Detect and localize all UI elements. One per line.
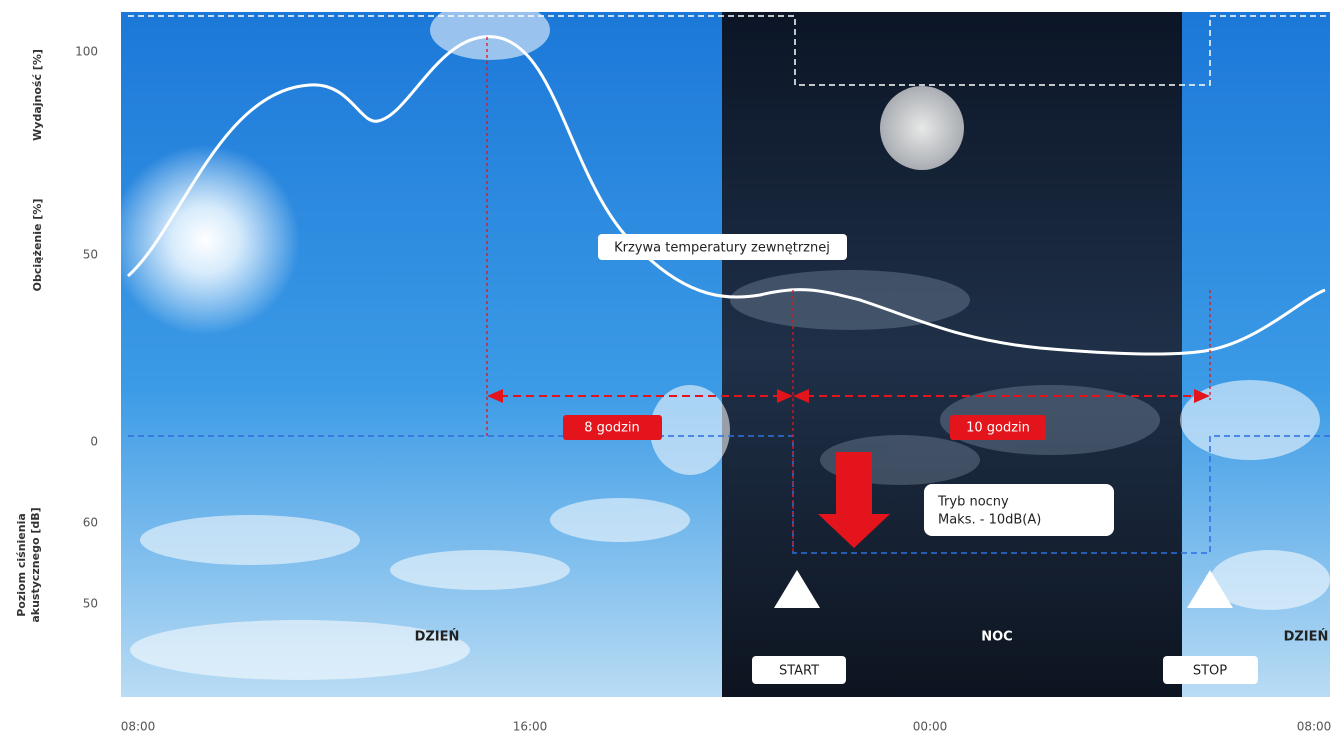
stop-label: STOP: [1193, 664, 1227, 679]
axis-label: Obciążenie [%]: [31, 199, 44, 292]
tick-label: 60: [83, 516, 98, 530]
clouds: [130, 0, 1330, 680]
curve-label: Krzywa temperatury zewnętrznej: [614, 241, 830, 256]
start-triangle: [774, 570, 820, 608]
time-label: 00:00: [913, 720, 948, 734]
night-span: 10 godzin: [966, 421, 1030, 436]
label-box: [1163, 656, 1258, 684]
tick-label: 100: [75, 45, 98, 59]
tick-label: 50: [83, 597, 98, 611]
axis-label: Poziom ciśnienia: [15, 513, 28, 617]
stop-triangle: [1187, 570, 1233, 608]
axis-label: Wydajność [%]: [31, 49, 44, 141]
sun: [110, 145, 300, 335]
noise-line: [128, 435, 1330, 554]
markers: [486, 37, 1211, 553]
night-arrow: [818, 452, 890, 548]
label-box: [924, 484, 1114, 536]
label-box: [563, 415, 662, 440]
time-label: 16:00: [513, 720, 548, 734]
tick-label: 50: [83, 248, 98, 262]
time-label: 08:00: [1297, 720, 1332, 734]
night-mode: Tryb nocny: [937, 495, 1009, 510]
axis-label: akustycznego [dB]: [29, 507, 42, 622]
night-mode: Maks. - 10dB(A): [938, 513, 1041, 528]
label-box: [752, 656, 846, 684]
performance-line: [128, 15, 1330, 86]
period: DZIEŃ: [1284, 629, 1329, 645]
arrowheads: [487, 389, 1210, 548]
day-span: 8 godzin: [584, 421, 640, 436]
night-clouds: [730, 270, 1160, 485]
period: DZIEŃ: [415, 629, 460, 645]
time-label: 08:00: [121, 720, 156, 734]
label-box: [598, 234, 847, 260]
label-box: [950, 415, 1046, 440]
day-sky: [121, 12, 722, 697]
period: NOC: [981, 630, 1012, 645]
tick-label: 0: [90, 435, 98, 449]
moon: [880, 86, 964, 170]
start-label: START: [779, 664, 819, 679]
temperature-curve: [127, 35, 1326, 356]
